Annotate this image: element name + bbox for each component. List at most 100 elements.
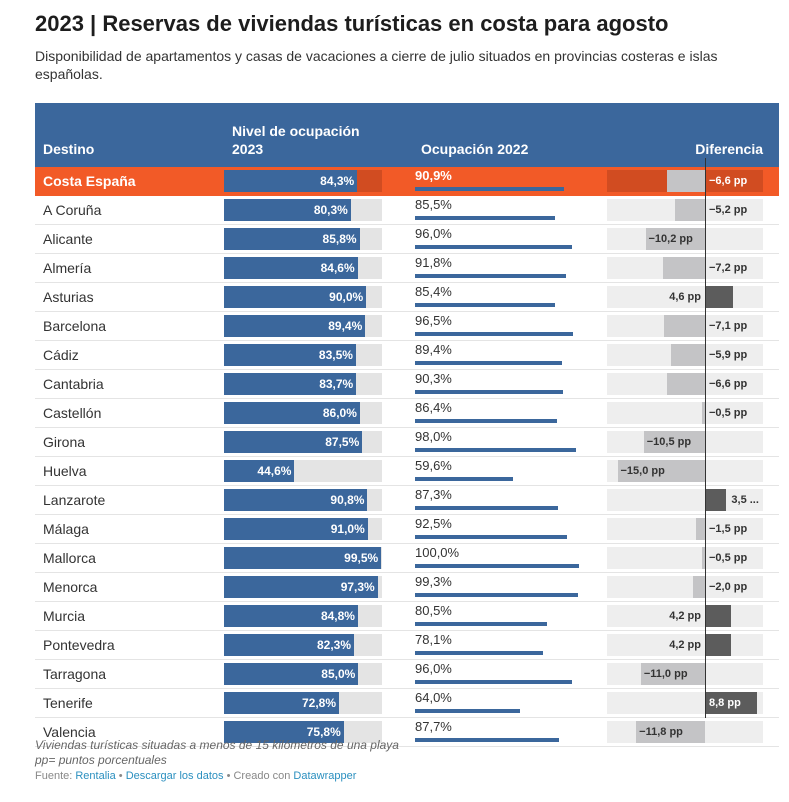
- line-2022: [415, 477, 513, 481]
- chart-notes: Viviendas turísticas situadas a menos de…: [35, 738, 399, 768]
- bar-2023: 89,4%: [224, 315, 366, 337]
- diff-label: −5,2 pp: [709, 204, 748, 216]
- datawrapper-link[interactable]: Datawrapper: [293, 770, 357, 782]
- diff-track: 8,8 pp: [607, 692, 763, 714]
- source-sep-1: •: [115, 770, 126, 782]
- cell-destino: Mallorca: [35, 543, 224, 573]
- cell-ocupacion-2023: 80,3%: [224, 195, 413, 225]
- header-ocupacion-2022[interactable]: Ocupación 2022: [413, 103, 607, 167]
- value-2022-label: 90,3%: [415, 371, 452, 386]
- line-2022: [415, 390, 564, 394]
- chart-title: 2023 | Reservas de viviendas turísticas …: [35, 11, 669, 36]
- cell-diferencia: 4,6 pp: [607, 282, 779, 312]
- cell-destino: Girona: [35, 427, 224, 457]
- diff-label: −11,8 pp: [639, 726, 683, 738]
- value-2022-label: 86,4%: [415, 400, 452, 415]
- table-body: Costa España 84,3% 90,9% −6,6 pp A Coruña 80,…: [35, 167, 779, 747]
- table-row: Asturias 90,0% 85,4% 4,6 pp: [35, 282, 779, 312]
- bar-2023: 85,0%: [224, 663, 359, 685]
- diff-track: −15,0 pp: [607, 460, 763, 482]
- cell-destino: Cantabria: [35, 369, 224, 399]
- cell-ocupacion-2022: 96,0%: [413, 224, 607, 254]
- cell-ocupacion-2022: 90,3%: [413, 369, 607, 399]
- diff-track: −1,5 pp: [607, 518, 763, 540]
- bar-track-2023: 87,5%: [224, 431, 382, 453]
- header-diferencia-label: Diferencia: [695, 141, 763, 157]
- diff-bar: [666, 373, 705, 395]
- diff-track: 4,2 pp: [607, 605, 763, 627]
- diff-bar: [706, 634, 731, 656]
- download-data-link[interactable]: Descargar los datos: [125, 770, 224, 782]
- cell-ocupacion-2023: 91,0%: [224, 514, 413, 544]
- cell-destino: Menorca: [35, 572, 224, 602]
- table-row: A Coruña 80,3% 85,5% −5,2 pp: [35, 195, 779, 225]
- line-2022: [415, 361, 562, 365]
- table-row: Mallorca 99,5% 100,0% −0,5 pp: [35, 543, 779, 573]
- header-destino-label: Destino: [43, 141, 95, 157]
- table-row: Alicante 85,8% 96,0% −10,2 pp: [35, 224, 779, 254]
- chart-subtitle: Disponibilidad de apartamentos y casas d…: [35, 48, 718, 82]
- header-destino[interactable]: Destino: [35, 103, 224, 167]
- diff-track: −7,1 pp: [607, 315, 763, 337]
- line-2022: [415, 332, 574, 336]
- bar-2023: 80,3%: [224, 199, 351, 221]
- cell-ocupacion-2022: 98,0%: [413, 427, 607, 457]
- data-table: Destino Nivel de ocupación 2023 Ocupación…: [35, 103, 779, 747]
- header-diferencia[interactable]: Diferencia: [607, 103, 779, 167]
- line-2022: [415, 187, 565, 191]
- diff-bar: [702, 547, 705, 569]
- source-link[interactable]: Rentalia: [75, 770, 116, 782]
- table-row: Pontevedra 82,3% 78,1% 4,2 pp: [35, 630, 779, 660]
- diff-bar: [663, 257, 705, 279]
- table-row: Almería 84,6% 91,8% −7,2 pp: [35, 253, 779, 283]
- line-2022: [415, 506, 559, 510]
- diff-track: −5,2 pp: [607, 199, 763, 221]
- cell-ocupacion-2022: 85,4%: [413, 282, 607, 312]
- line-2022: [415, 651, 544, 655]
- diff-bar: [696, 518, 705, 540]
- bar-track-2023: 86,0%: [224, 402, 382, 424]
- header-nivel[interactable]: Nivel de ocupación 2023: [224, 103, 413, 167]
- cell-ocupacion-2023: 75,8%: [224, 717, 413, 747]
- cell-ocupacion-2022: 85,5%: [413, 195, 607, 225]
- value-2022-label: 59,6%: [415, 458, 452, 473]
- cell-destino: A Coruña: [35, 195, 224, 225]
- value-2022-label: 100,0%: [415, 545, 460, 560]
- line-2022: [415, 303, 556, 307]
- note-line-1: Viviendas turísticas situadas a menos de…: [35, 738, 399, 752]
- cell-ocupacion-2023: 84,6%: [224, 253, 413, 283]
- table-row: Málaga 91,0% 92,5% −1,5 pp: [35, 514, 779, 544]
- diff-track: 4,6 pp: [607, 286, 763, 308]
- diff-bar: [670, 344, 705, 366]
- value-2022-label: 85,5%: [415, 197, 452, 212]
- line-2022: [415, 738, 559, 742]
- table-row: Lanzarote 90,8% 87,3% 3,5 ...: [35, 485, 779, 515]
- table-row: Girona 87,5% 98,0% −10,5 pp: [35, 427, 779, 457]
- diff-label: −10,2 pp: [648, 233, 693, 245]
- value-2022-label: 91,8%: [415, 255, 452, 270]
- bar-track-2023: 83,7%: [224, 373, 382, 395]
- table-row: Menorca 97,3% 99,3% −2,0 pp: [35, 572, 779, 602]
- bar-track-2023: 44,6%: [224, 460, 382, 482]
- bar-2023: 91,0%: [224, 518, 368, 540]
- diff-track: −2,0 pp: [607, 576, 763, 598]
- cell-diferencia: −7,1 pp: [607, 311, 779, 341]
- bar-2023: 44,6%: [224, 460, 295, 482]
- cell-ocupacion-2023: 90,8%: [224, 485, 413, 515]
- table-row: Tarragona 85,0% 96,0% −11,0 pp: [35, 659, 779, 689]
- bar-track-2023: 84,3%: [224, 170, 382, 192]
- cell-ocupacion-2022: 89,4%: [413, 340, 607, 370]
- source-sep-2: • Creado con: [223, 770, 294, 782]
- value-2022-label: 87,3%: [415, 487, 452, 502]
- value-2022-label: 98,0%: [415, 429, 452, 444]
- table-row: Cádiz 83,5% 89,4% −5,9 pp: [35, 340, 779, 370]
- diff-bar: [645, 228, 705, 250]
- diff-label: −10,5 pp: [646, 436, 692, 448]
- bar-track-2023: 99,5%: [224, 547, 382, 569]
- table-row: Huelva 44,6% 59,6% −15,0 pp: [35, 456, 779, 486]
- note-line-2: pp= puntos porcentuales: [35, 753, 167, 767]
- value-2022-label: 96,5%: [415, 313, 452, 328]
- diff-label: 4,6 pp: [669, 291, 701, 303]
- diff-label: −7,2 pp: [709, 262, 748, 274]
- cell-ocupacion-2022: 90,9%: [413, 167, 607, 196]
